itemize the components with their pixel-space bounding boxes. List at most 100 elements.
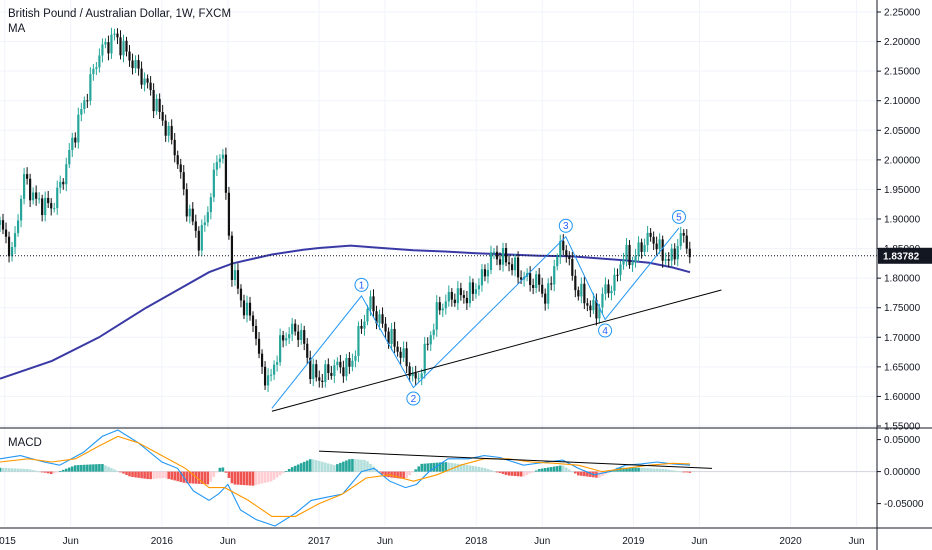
- candle-body: [664, 259, 667, 261]
- macd-histogram-bar: [549, 467, 553, 472]
- macd-histogram-bar: [363, 459, 366, 472]
- candle-body: [601, 293, 604, 308]
- macd-histogram-bar: [673, 470, 677, 472]
- macd-histogram-bar: [191, 471, 195, 484]
- macd-histogram-bar: [251, 471, 255, 486]
- candle-body: [390, 328, 393, 344]
- macd-histogram-bar: [266, 471, 270, 483]
- macd-histogram-bar: [561, 465, 565, 472]
- elliott-wave-drawing[interactable]: 1 2 3 4 5: [271, 209, 686, 409]
- candle-body: [402, 348, 405, 358]
- macd-histogram-bar: [86, 464, 89, 472]
- macd-histogram-bar: [471, 465, 475, 472]
- candle-body: [372, 296, 375, 312]
- candle-body: [474, 289, 478, 294]
- candle-body: [447, 291, 450, 302]
- macd-histogram-bar: [49, 471, 53, 475]
- candle-body: [245, 302, 249, 316]
- macd-histogram-bar: [525, 471, 529, 475]
- candle-body: [513, 257, 517, 271]
- candle-body: [348, 357, 351, 367]
- price-trendline: [271, 289, 722, 412]
- candle-body: [119, 37, 122, 56]
- macd-histogram-bar: [128, 471, 131, 477]
- macd-histogram-bar: [423, 463, 427, 472]
- candle-body: [477, 285, 481, 290]
- x-tick-label: Jun: [691, 536, 707, 547]
- macd-histogram-bar: [546, 467, 550, 472]
- candle-body: [468, 282, 471, 304]
- macd-histogram-bar: [652, 468, 655, 472]
- macd-histogram-bar: [571, 471, 574, 473]
- candle-body: [516, 257, 520, 278]
- macd-histogram-bar: [83, 464, 86, 472]
- candle-body: [22, 174, 26, 199]
- macd-histogram-bar: [574, 471, 577, 474]
- symbol-title[interactable]: British Pound / Australian Dollar, 1W, F…: [8, 8, 232, 20]
- macd-histogram-bar: [366, 461, 369, 472]
- macd-histogram-bar: [152, 471, 155, 479]
- macd-histogram-bar: [625, 467, 628, 472]
- macd-histogram-bar: [137, 471, 140, 478]
- candle-body: [327, 364, 330, 374]
- candle-body: [595, 299, 598, 319]
- macd-histogram-bar: [601, 471, 604, 477]
- macd-histogram-bar: [52, 471, 56, 474]
- macd-histogram-bar: [95, 464, 98, 472]
- signal-line: [0, 435, 691, 517]
- candle-body: [667, 259, 670, 261]
- candle-body: [592, 299, 595, 311]
- candle-body: [230, 235, 234, 280]
- candle-body: [381, 314, 384, 324]
- macd-histogram-bar: [131, 471, 134, 478]
- macd-histogram-bar: [589, 471, 592, 477]
- candle-body: [462, 295, 465, 298]
- macd-histogram-bar: [552, 466, 556, 472]
- macd-histogram-bar: [74, 465, 77, 472]
- wave-marker: [406, 391, 421, 406]
- candle-body: [56, 187, 59, 209]
- candle-body: [519, 277, 523, 280]
- candle-body: [387, 331, 390, 344]
- candle-body: [50, 203, 53, 209]
- x-tick-label: Jun: [534, 536, 550, 547]
- macd-histogram-bar: [110, 468, 113, 472]
- trendline-drawings[interactable]: [271, 289, 722, 412]
- candle-body: [507, 262, 511, 265]
- candle-body: [441, 308, 444, 311]
- macd-y-tick-label: -0.05000: [884, 499, 924, 510]
- candle-body: [426, 343, 429, 345]
- ma-indicator-label[interactable]: MA: [8, 23, 26, 35]
- y-tick-label: 2.20000: [884, 37, 921, 48]
- candle-body: [471, 282, 475, 294]
- macd-histogram-bar: [420, 463, 423, 472]
- macd-histogram-bar: [167, 471, 170, 479]
- macd-histogram-bar: [399, 471, 402, 479]
- macd-histogram-bar: [393, 471, 396, 478]
- macd-histogram-bar: [507, 471, 511, 476]
- y-tick-label: 1.60000: [884, 392, 921, 403]
- candle-body: [676, 246, 679, 260]
- candle-body: [634, 256, 637, 263]
- candle-body: [194, 221, 197, 231]
- macd-y-tick-label: 0.00000: [884, 467, 921, 478]
- candle-body: [140, 68, 143, 85]
- candle-body: [378, 314, 381, 324]
- candle-body: [239, 288, 243, 301]
- candle-body: [306, 343, 309, 358]
- macd-histogram-bar: [290, 467, 294, 472]
- macd-histogram-bar: [468, 465, 472, 472]
- macd-histogram-bar: [218, 467, 222, 472]
- candle-body: [556, 257, 559, 267]
- macd-histogram-bar: [67, 467, 71, 472]
- macd-histogram-bar: [320, 461, 324, 472]
- x-tick-label: 2015: [0, 536, 16, 547]
- wave-label: 2: [411, 394, 417, 405]
- macd-histogram-bar: [305, 460, 309, 472]
- macd-indicator-label[interactable]: MACD: [8, 437, 42, 449]
- macd-histogram-bar: [667, 469, 670, 472]
- macd-histogram-bar: [170, 471, 173, 480]
- candle-body: [583, 283, 586, 304]
- candle-body: [429, 335, 432, 345]
